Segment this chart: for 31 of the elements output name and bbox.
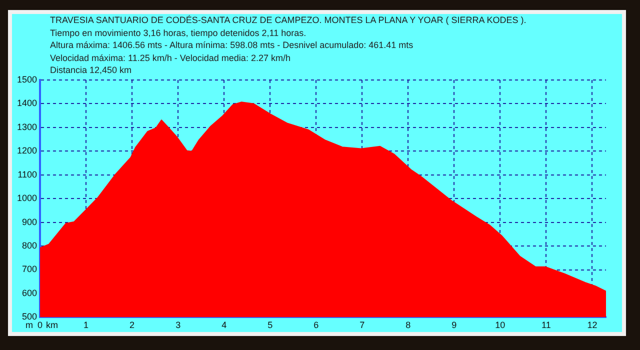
x-tick-label: 11 <box>542 320 551 330</box>
x-tick-label: 4 <box>222 320 227 330</box>
y-tick-label: 1500 <box>16 74 38 84</box>
y-tick-label: 800 <box>22 240 38 251</box>
x-tick-label: 5 <box>268 320 273 330</box>
x-tick-label: 10 <box>495 320 506 330</box>
x-tick-label: 1 <box>84 320 89 330</box>
y-tick-label: 1300 <box>16 122 38 132</box>
text: Velocidad máxima: 11.25 km/h - Velocidad media: 2.27 km/h <box>50 52 292 64</box>
x-tick-label: 8 <box>406 320 411 330</box>
chart-title: TRAVESIA SANTUARIO DE CODÉS-SANTA CRUZ DE CAMPEZO. MONTES LA PLANA Y YOAR ( SIERRA KODES ). <box>50 14 526 26</box>
x-axis-title: km <box>46 320 58 330</box>
y-tick-label: 600 <box>22 288 38 298</box>
x-tick-label: 9 <box>452 320 457 330</box>
x-tick-label: 3 <box>176 320 181 330</box>
y-tick-label: 700 <box>22 264 38 274</box>
x-tick-label: 0 <box>38 320 43 330</box>
text: Altura máxima: 1406.56 mts - Altura mínima: 598.08 mts - Desnivel acumulado: 461.41 mts <box>50 39 414 52</box>
y-tick-label: 500 <box>22 312 38 322</box>
x-tick-label: 2 <box>130 320 135 330</box>
y-tick-label: 1200 <box>16 146 38 156</box>
x-tick-label: 6 <box>314 320 319 330</box>
x-tick-label: 12 <box>587 320 598 330</box>
y-tick-label: 900 <box>22 216 38 227</box>
text: Distancia 12,450 km <box>50 64 133 76</box>
text: Tiempo en movimiento 3,16 horas, tiempo detenidos 2,11 horas. <box>50 26 308 39</box>
y-tick-label: 1000 <box>16 193 38 204</box>
x-tick-label: 7 <box>360 320 365 330</box>
y-axis-title: m <box>26 320 34 330</box>
y-tick-label: 1100 <box>18 169 38 180</box>
y-tick-label: 1400 <box>16 98 38 108</box>
